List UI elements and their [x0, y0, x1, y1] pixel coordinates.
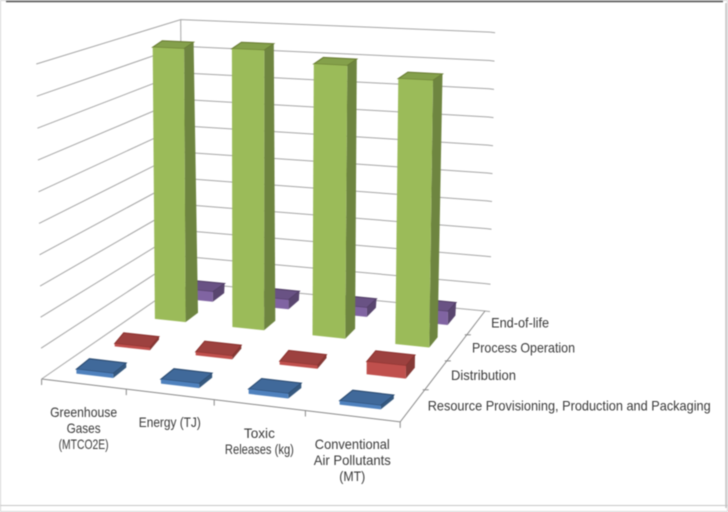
svg-text:Releases (kg): Releases (kg) [225, 441, 294, 457]
svg-text:Toxic: Toxic [244, 425, 275, 441]
svg-text:Greenhouse: Greenhouse [50, 404, 117, 420]
svg-text:Distribution: Distribution [451, 367, 516, 383]
svg-text:Energy (TJ): Energy (TJ) [139, 414, 201, 430]
svg-text:Gases: Gases [67, 420, 101, 436]
svg-text:Process Operation: Process Operation [472, 340, 575, 356]
svg-text:End-of-life: End-of-life [491, 315, 549, 331]
svg-text:Air Pollutants: Air Pollutants [314, 452, 391, 468]
svg-text:Conventional: Conventional [315, 436, 390, 452]
svg-text:Resource Provisioning, Product: Resource Provisioning, Production and Pa… [428, 397, 711, 413]
svg-text:(MTCO2E): (MTCO2E) [59, 436, 109, 452]
svg-text:(MT): (MT) [339, 468, 365, 484]
